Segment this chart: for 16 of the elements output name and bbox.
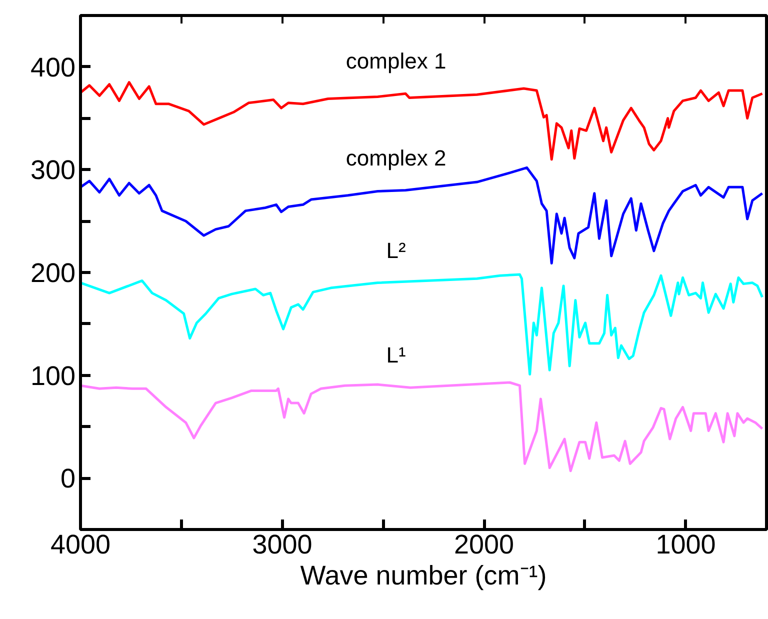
y-tick-label: 200 <box>30 258 76 288</box>
series-label: L² <box>386 238 406 263</box>
y-tick-label: 0 <box>60 464 76 494</box>
series-label: complex 2 <box>346 145 446 170</box>
y-tick-label: 100 <box>30 360 76 391</box>
line-series <box>80 381 764 472</box>
x-tick-label: 3000 <box>252 530 312 560</box>
x-axis-title: Wave number (cm⁻¹) <box>300 560 547 590</box>
x-tick-label: 2000 <box>454 530 514 560</box>
series-label: L¹ <box>386 342 406 368</box>
y-tick-label: 400 <box>30 52 76 82</box>
y-tick-label: 300 <box>30 155 76 186</box>
x-tick-label: 1000 <box>656 530 716 560</box>
series-label: complex 1 <box>346 48 446 74</box>
x-tick-label: 4000 <box>50 530 111 560</box>
line-series <box>80 273 764 376</box>
